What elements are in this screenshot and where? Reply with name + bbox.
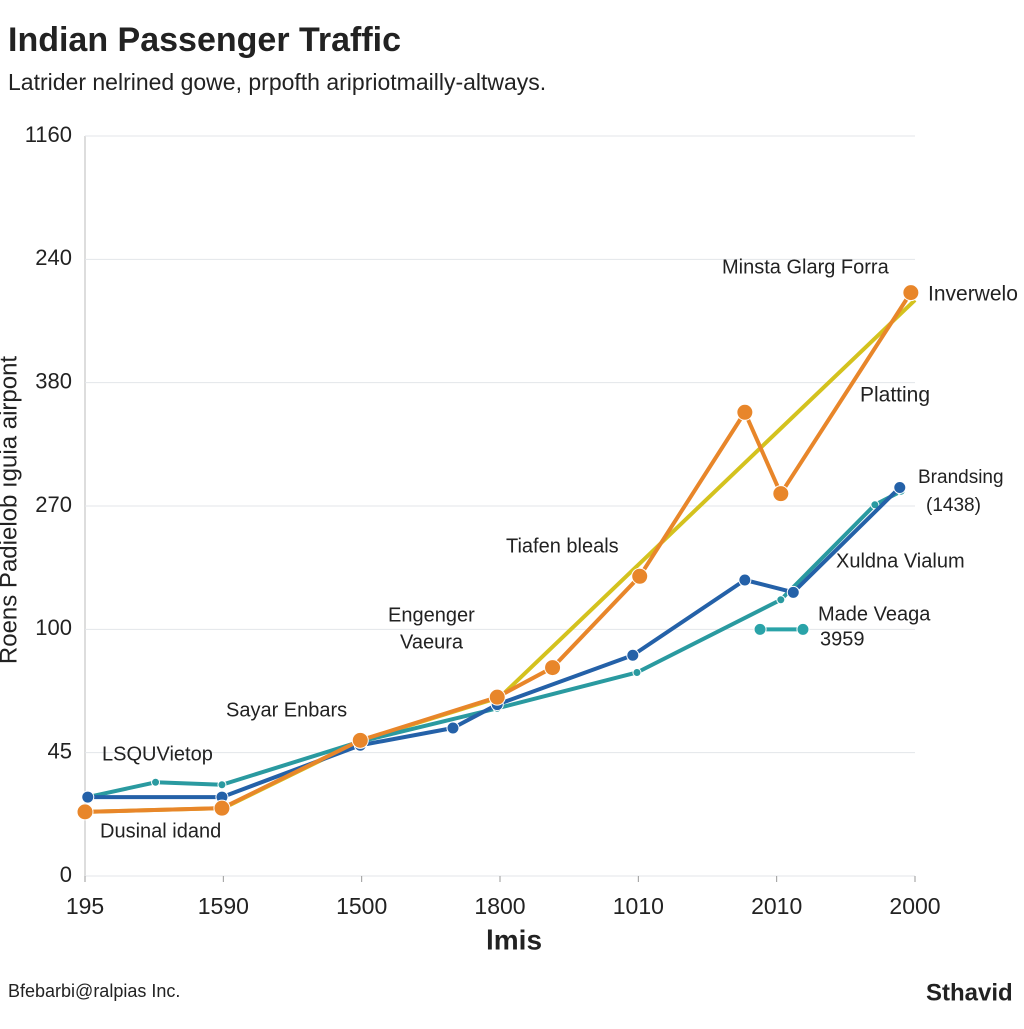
data-point	[76, 803, 94, 821]
annotation: Sayar Enbars	[226, 699, 347, 721]
data-point	[81, 790, 95, 804]
x-tick-label: 1500	[336, 893, 387, 919]
y-tick-label: 270	[35, 492, 72, 517]
data-point	[544, 659, 562, 677]
data-point	[151, 777, 161, 787]
data-point	[217, 780, 227, 790]
y-tick-label: 380	[35, 368, 72, 393]
x-tick-label: 1590	[198, 893, 249, 919]
annotation: Engenger	[388, 604, 475, 626]
x-tick-label: 1010	[613, 893, 664, 919]
annotation: Vaeura	[400, 631, 464, 653]
footer: Bfebarbi@ralpias Inc.	[8, 981, 180, 1001]
x-tick-label: 2000	[889, 893, 940, 919]
y-tick-label: 0	[60, 862, 72, 887]
data-point	[626, 648, 640, 662]
data-point	[796, 622, 810, 636]
chart-title: Indian Passenger Traffic	[8, 21, 401, 59]
series-line	[84, 291, 913, 814]
y-tick-label: 1160	[25, 122, 72, 147]
data-point	[772, 485, 790, 503]
data-point	[738, 573, 752, 587]
annotation: Tiafen bleals	[506, 535, 619, 557]
chart-subtitle: Latrider nelrined gowe, prpofth aripriot…	[8, 69, 546, 95]
data-point	[870, 500, 880, 510]
data-point	[786, 585, 800, 599]
data-point	[632, 668, 642, 677]
annotation: Inverwelo	[928, 283, 1018, 306]
data-point	[446, 721, 460, 735]
annotation: 3959	[820, 628, 865, 650]
series-line	[84, 298, 917, 814]
annotation: Made Veaga	[818, 603, 931, 625]
annotation: Xuldna Vialum	[836, 550, 965, 572]
data-point	[488, 688, 506, 706]
annotation: Brandsing	[918, 467, 1004, 488]
y-tick-label: 240	[35, 245, 72, 270]
annotation: (1438)	[926, 495, 981, 516]
data-point	[631, 567, 649, 585]
data-point	[902, 284, 920, 302]
y-tick-label: 100	[35, 615, 72, 640]
x-tick-label: 2010	[751, 893, 802, 919]
x-tick-label: 1800	[474, 893, 525, 919]
annotation: LSQUVietop	[102, 743, 213, 765]
y-axis-label: Roens Padielob ıguia airpont	[0, 356, 22, 665]
data-point	[776, 595, 786, 605]
x-axis-label: lmis	[486, 924, 542, 955]
data-point	[736, 403, 754, 421]
x-tick-label: 195	[66, 893, 104, 919]
logo: Sthavid	[926, 979, 1013, 1006]
data-point	[213, 799, 231, 817]
annotation: Platting	[860, 384, 930, 407]
data-point	[351, 731, 369, 749]
y-tick-label: 45	[48, 738, 72, 763]
data-point	[753, 622, 767, 636]
annotation: Dusinal idand	[100, 820, 221, 842]
annotation: Minsta Glarg Forra	[722, 256, 890, 278]
data-point	[893, 481, 907, 494]
